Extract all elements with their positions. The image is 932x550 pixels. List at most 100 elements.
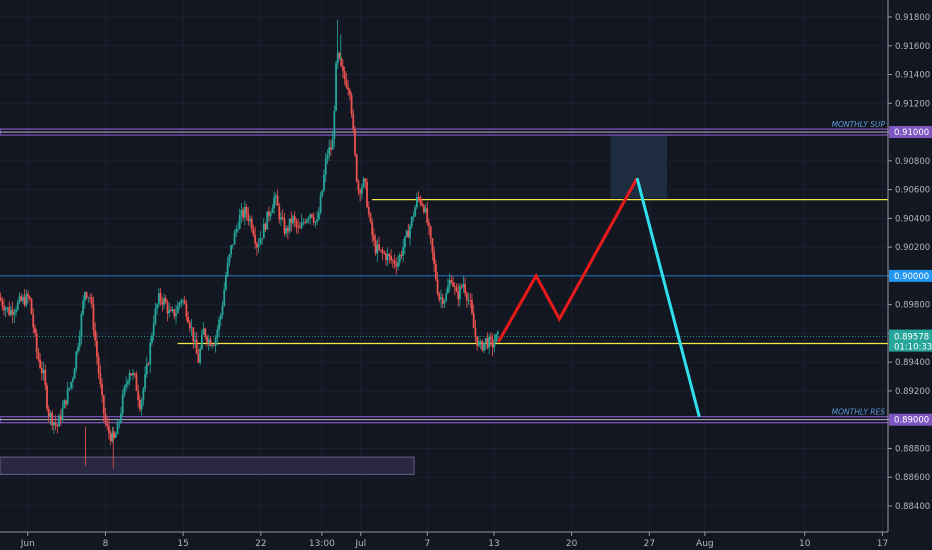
- candle-body: [266, 211, 269, 230]
- candle-body: [97, 356, 100, 374]
- candle-body: [355, 154, 358, 182]
- candle-body: [46, 385, 48, 409]
- candle-body: [314, 221, 317, 223]
- candle-body: [410, 216, 413, 227]
- time-tick-label: 22: [255, 539, 266, 549]
- time-tick-label: 15: [177, 539, 188, 549]
- candle-body: [157, 292, 160, 305]
- candle-body: [240, 209, 243, 216]
- candle-body: [359, 190, 362, 194]
- candle-body: [140, 400, 143, 410]
- candle-body: [199, 348, 202, 363]
- candle-body: [171, 309, 174, 312]
- candle-body: [142, 388, 145, 401]
- candle-body: [317, 212, 320, 220]
- time-tick-label: Jun: [20, 539, 35, 549]
- candle-body: [13, 312, 16, 315]
- candle-body: [397, 262, 399, 267]
- candle-body: [132, 373, 134, 376]
- candle-body: [276, 195, 279, 206]
- candle-body: [187, 316, 189, 323]
- candle-body: [94, 330, 97, 341]
- candle-body: [393, 260, 396, 265]
- time-tick-label: 13:00: [309, 539, 335, 549]
- candle-body: [252, 229, 255, 236]
- candle-body: [197, 354, 200, 363]
- candle-body: [484, 338, 487, 343]
- candle-body: [87, 297, 90, 299]
- candle-body: [109, 433, 112, 442]
- candle-body: [476, 336, 479, 346]
- countdown-label: 01:10:33: [894, 343, 932, 353]
- candle-body: [111, 432, 114, 442]
- candle-body: [304, 222, 306, 223]
- candle-body: [195, 339, 198, 355]
- candle-body: [168, 309, 171, 314]
- candle-body: [424, 208, 427, 212]
- candle-body: [434, 263, 437, 280]
- candle-body: [443, 300, 446, 304]
- candle-body: [262, 223, 265, 239]
- candle-body: [23, 297, 26, 306]
- candle-body: [249, 219, 251, 221]
- candle-body: [49, 413, 52, 418]
- price-tick-label: 0.89400: [895, 358, 930, 368]
- candle-body: [35, 333, 38, 352]
- candle-body: [18, 296, 21, 303]
- candle-body: [144, 374, 146, 389]
- candle-body: [221, 306, 224, 315]
- candle-body: [348, 89, 351, 95]
- candle-body: [200, 334, 203, 349]
- candle-body: [120, 413, 122, 422]
- candle-body: [316, 219, 319, 222]
- candle-body: [247, 213, 250, 221]
- candle-body: [283, 218, 286, 234]
- candle-body: [176, 305, 179, 314]
- candle-body: [228, 254, 231, 263]
- candle-body: [440, 297, 442, 300]
- candle-body: [235, 229, 238, 233]
- current-price-tag: [889, 329, 932, 352]
- candle-body: [169, 309, 172, 312]
- candle-body: [182, 300, 184, 302]
- candle-body: [233, 232, 236, 245]
- candle-body: [230, 245, 233, 255]
- candle-body: [495, 334, 497, 343]
- candle-body: [225, 275, 227, 290]
- candle-body: [152, 323, 155, 336]
- candle-body: [335, 63, 337, 111]
- zone-box: [0, 456, 415, 475]
- candle-body: [159, 292, 162, 301]
- candle-body: [145, 363, 148, 375]
- candle-body: [32, 314, 35, 328]
- price-tick-label: 0.90200: [895, 243, 930, 253]
- candle-body: [307, 218, 310, 220]
- level-price-tag-label: 0.90000: [894, 272, 929, 282]
- candle-body: [477, 341, 480, 346]
- candle-body: [385, 253, 387, 261]
- candle-body: [202, 328, 205, 335]
- candle-body: [101, 383, 103, 396]
- candle-body: [211, 345, 214, 347]
- candle-body: [429, 226, 432, 239]
- level-price-tag-label: 0.89000: [894, 416, 929, 426]
- level-price-tag: [889, 126, 932, 139]
- candle-body: [204, 328, 207, 337]
- candle-body: [422, 205, 425, 212]
- candle-body: [219, 314, 222, 320]
- price-tick-label: 0.91800: [895, 13, 930, 23]
- candles: [0, 19, 499, 469]
- candle-body: [367, 206, 370, 214]
- time-tick-label: 20: [566, 539, 578, 549]
- time-tick-label: Aug: [696, 539, 714, 549]
- candle-body: [457, 291, 460, 300]
- candle-body: [231, 244, 234, 246]
- projection-paths: [497, 177, 701, 418]
- candle-body: [479, 341, 482, 342]
- candle-body: [139, 400, 141, 410]
- candle-body: [433, 252, 436, 264]
- candle-body: [305, 219, 308, 223]
- candle-body: [257, 244, 260, 248]
- candle-body: [185, 303, 188, 317]
